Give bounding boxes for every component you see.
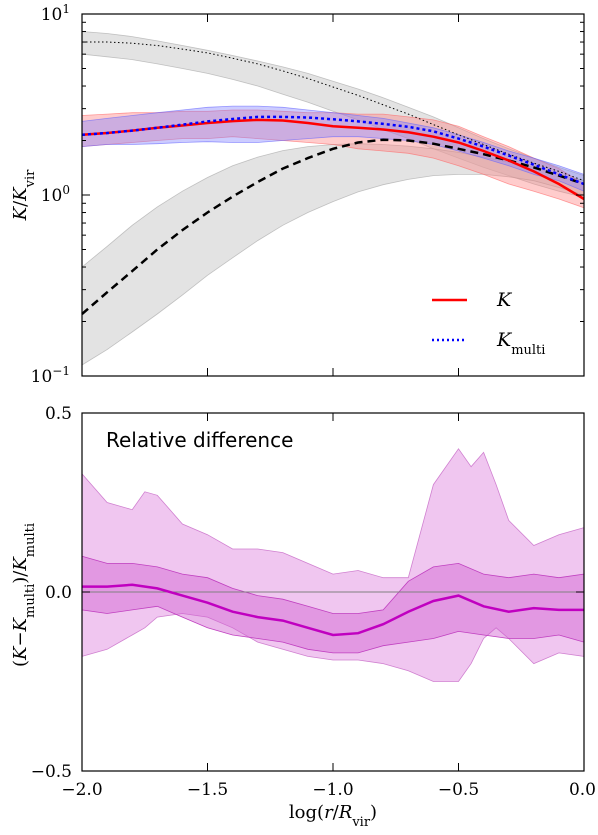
x-tick-labels: −2.0 −1.5 −1.0 −0.5 0.0 <box>61 780 596 800</box>
x-tick-label: 0.0 <box>569 780 596 800</box>
bottom-bands <box>81 448 585 682</box>
bottom-y-tick-labels: −0.5 0.0 0.5 <box>31 404 72 782</box>
top-ticks <box>82 14 584 376</box>
top-lines <box>81 41 585 315</box>
legend-label-k: K <box>496 289 513 311</box>
bottom-y-tick-label: 0.5 <box>45 404 72 424</box>
bottom-y-tick-label: −0.5 <box>31 762 72 782</box>
x-tick-label: −0.5 <box>438 780 479 800</box>
top-y-tick-label: 101 <box>41 2 70 25</box>
x-tick-label: −2.0 <box>61 780 102 800</box>
top-y-tick-labels: 10−1 100 101 <box>31 2 70 387</box>
bottom-panel: −0.5 0.0 0.5 −2.0 −1.5 −1.0 −0.5 0.0 Relative … <box>10 404 596 830</box>
top-line-1 <box>81 115 585 186</box>
top-panel: 10−1 100 101 K/Kvir K Kmulti <box>10 2 585 387</box>
x-tick-label: −1.5 <box>187 780 228 800</box>
bottom-lines <box>82 583 584 637</box>
annotation-relative-difference: Relative difference <box>106 428 293 452</box>
bottom-ticks <box>81 412 585 772</box>
legend: K Kmulti <box>432 289 545 358</box>
x-axis-label: log(r/Rvir) <box>289 802 377 830</box>
top-y-tick-label: 10−1 <box>31 364 70 387</box>
top-line-3 <box>82 41 585 182</box>
legend-label-k-multi: Kmulti <box>496 329 545 358</box>
bottom-y-tick-label: 0.0 <box>45 583 72 603</box>
top-bands <box>81 31 585 366</box>
top-y-tick-label: 100 <box>41 183 70 206</box>
bottom-y-axis-label: (K−Kmulti)/Kmulti <box>10 523 38 667</box>
top-y-axis-label: K/Kvir <box>10 169 38 221</box>
relative-difference-line <box>82 583 584 637</box>
x-tick-label: −1.0 <box>312 780 353 800</box>
